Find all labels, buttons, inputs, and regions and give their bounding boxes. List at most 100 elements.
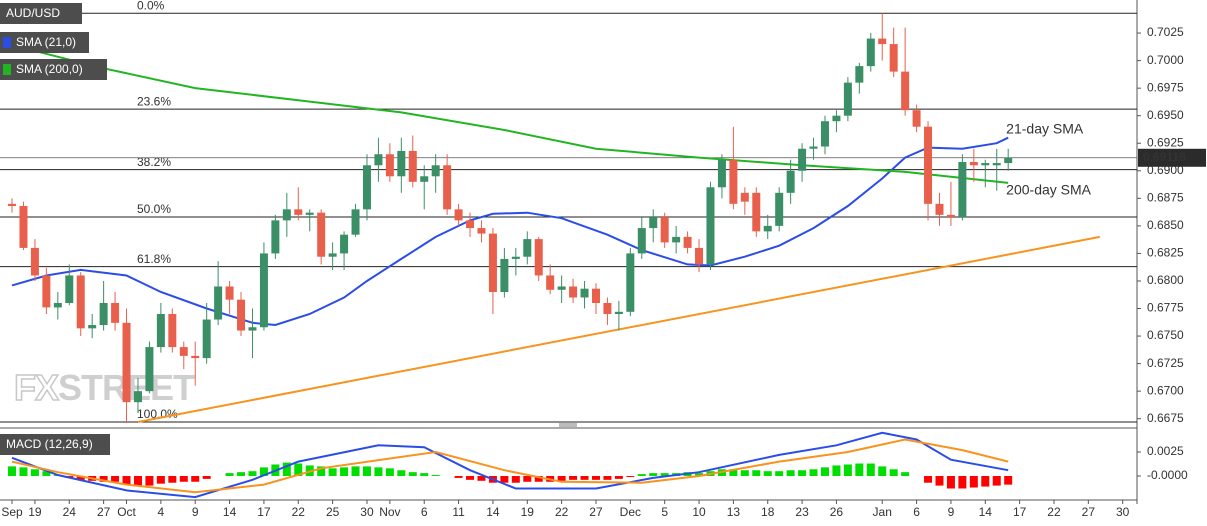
x-tick-label: 13 <box>727 505 741 519</box>
last-price-box <box>1138 148 1206 167</box>
fib-label: 0.0% <box>137 0 165 12</box>
macd-bar <box>111 476 120 482</box>
y-tick-label: 0.6825 <box>1147 246 1184 260</box>
candle-body <box>305 212 314 215</box>
macd-bar <box>889 469 898 476</box>
macd-bar <box>191 476 200 482</box>
fib-label: 50.0% <box>137 202 171 216</box>
x-tick-label: 11 <box>452 505 465 519</box>
candle-body <box>546 275 555 290</box>
y-tick-label: 0.6800 <box>1147 273 1184 287</box>
macd-bar <box>511 476 520 483</box>
macd-bar <box>294 463 303 476</box>
macd-bar <box>237 472 246 476</box>
candle-body <box>259 253 268 328</box>
x-tick-label: Oct <box>117 505 136 519</box>
macd-bar <box>992 476 1001 486</box>
macd-bar <box>248 471 257 476</box>
macd-bar <box>76 476 85 480</box>
candle-body <box>992 163 1001 166</box>
candle-body <box>225 286 234 300</box>
candle-body <box>420 176 429 182</box>
x-tick-label: 17 <box>1013 505 1027 519</box>
macd-bar <box>340 467 349 476</box>
macd-bar <box>763 471 772 476</box>
macd-bar <box>351 466 360 476</box>
candle-body <box>889 44 898 72</box>
macd-bar <box>179 476 188 482</box>
candle-body <box>1004 157 1013 164</box>
candle-body <box>271 220 280 254</box>
x-tick-label: 30 <box>360 505 374 519</box>
macd-bar <box>580 476 589 480</box>
macd-bar <box>752 470 761 476</box>
macd-bar <box>798 470 807 476</box>
legend-label: SMA (21,0) <box>16 35 76 49</box>
macd-bar <box>145 476 154 486</box>
macd-bar <box>626 476 635 477</box>
x-tick-label: Nov <box>379 505 400 519</box>
watermark-text: FXSTREET <box>14 367 195 408</box>
y-tick-label: 0.6750 <box>1147 328 1184 342</box>
fib-label: 38.2% <box>137 155 171 169</box>
y-tick-label: 0.6975 <box>1147 80 1184 94</box>
macd-bar <box>958 476 967 489</box>
macd-bar <box>523 476 532 482</box>
candle-body <box>19 206 28 248</box>
macd-bar <box>878 466 887 476</box>
candle-body <box>328 253 337 257</box>
x-tick-label: 18 <box>761 505 775 519</box>
y-tick-label: 0.6725 <box>1147 356 1184 370</box>
x-tick-label: Sep <box>1 505 23 519</box>
candle-body <box>672 236 681 243</box>
candle-body <box>179 347 188 356</box>
x-tick-label: 22 <box>1047 505 1061 519</box>
x-tick-label: 23 <box>795 505 809 519</box>
candle-body <box>53 303 62 308</box>
macd-bar <box>1004 476 1013 485</box>
candle-body <box>477 228 486 234</box>
fib-label: 100.0% <box>137 407 178 421</box>
candle-body <box>775 192 784 226</box>
candle-body <box>362 165 371 210</box>
candle-body <box>809 146 818 149</box>
legend-box <box>0 434 110 455</box>
candle-body <box>454 209 463 221</box>
candle-body <box>706 187 715 265</box>
macd-bar <box>420 473 429 476</box>
macd-bar <box>695 473 704 476</box>
macd-bar <box>775 471 784 476</box>
candle-body <box>397 150 406 177</box>
macd-bar <box>637 474 646 476</box>
macd-bar <box>19 467 28 476</box>
macd-bar <box>832 465 841 476</box>
macd-line <box>11 438 1009 494</box>
resize-handle[interactable] <box>559 423 577 427</box>
candle-body <box>30 247 39 276</box>
candle-body <box>122 322 131 403</box>
candle-body <box>717 159 726 188</box>
candle-body <box>500 258 509 292</box>
macd-bar <box>935 476 944 486</box>
x-tick-label: 19 <box>521 505 535 519</box>
macd-bar <box>397 470 406 476</box>
candle-body <box>603 303 612 315</box>
candle-body <box>729 159 738 204</box>
macd-bar <box>901 472 910 476</box>
macd-bar <box>740 470 749 476</box>
y-tick-label: 0.6950 <box>1147 108 1184 122</box>
x-tick-label: 19 <box>28 505 42 519</box>
macd-line <box>11 431 1009 499</box>
candle-body <box>443 165 452 210</box>
x-tick-label: 14 <box>223 505 237 519</box>
candle-body <box>340 234 349 254</box>
fib-label: 23.6% <box>137 94 171 108</box>
candle-body <box>488 233 497 292</box>
macd-bar <box>99 476 108 482</box>
candle-body <box>683 236 692 248</box>
candle-body <box>958 161 967 218</box>
legend-label: SMA (200,0) <box>16 62 83 76</box>
symbol-label: AUD/USD <box>6 6 60 20</box>
macd-bar <box>866 463 875 476</box>
